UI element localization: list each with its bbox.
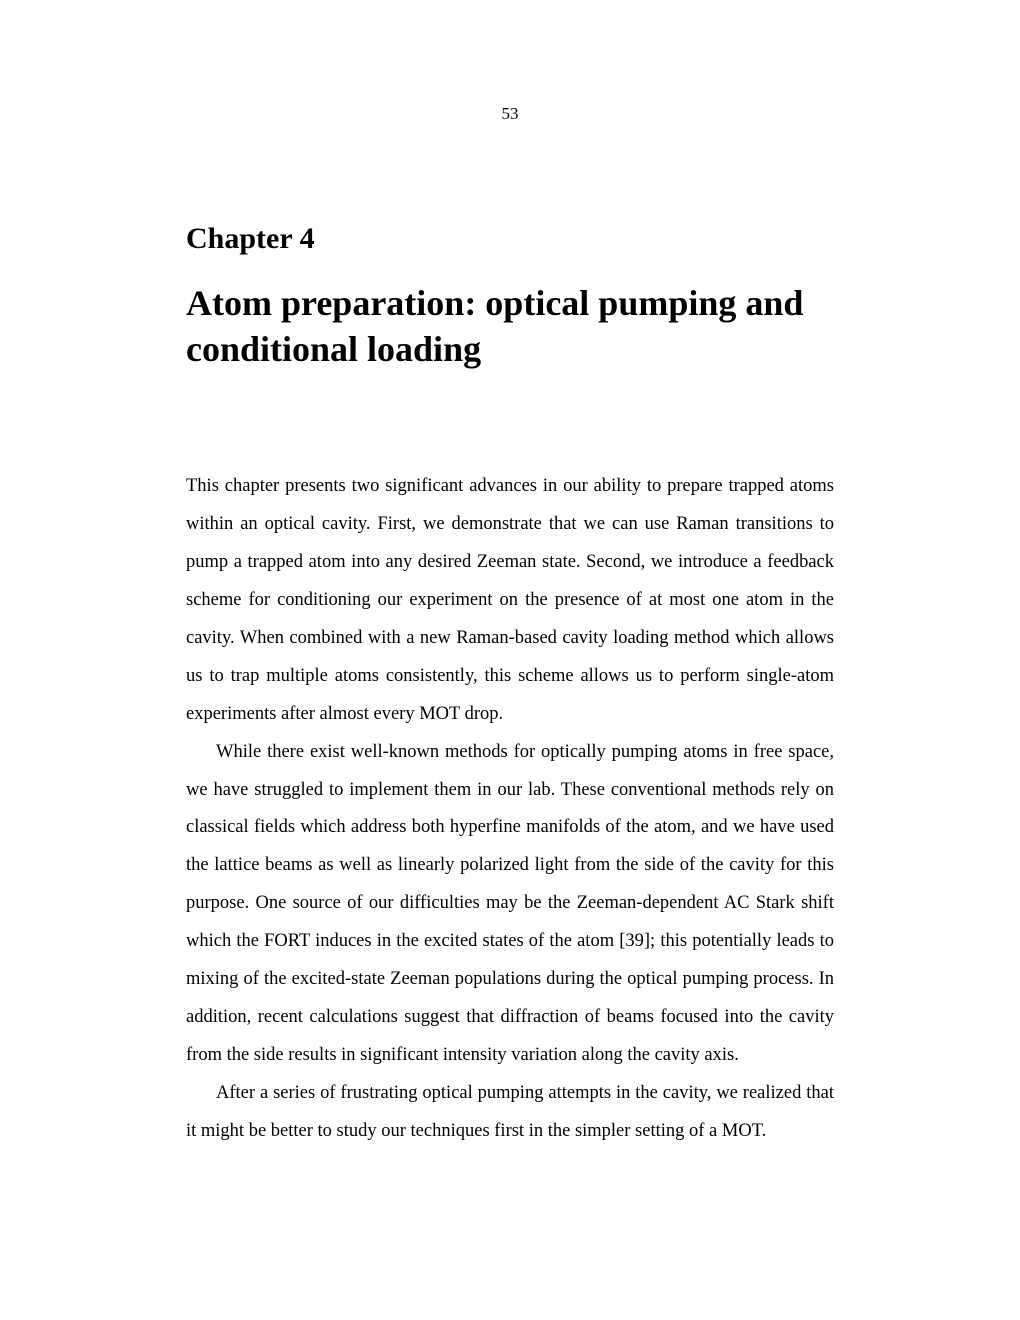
paragraph-2: While there exist well-known methods for… [186, 734, 834, 1075]
page-content: 53 Chapter 4 Atom preparation: optical p… [0, 0, 1020, 1151]
page-number: 53 [186, 104, 834, 124]
paragraph-1: This chapter presents two significant ad… [186, 468, 834, 733]
paragraph-3: After a series of frustrating optical pu… [186, 1075, 834, 1151]
body-text: This chapter presents two significant ad… [186, 468, 834, 1151]
chapter-label: Chapter 4 [186, 222, 834, 256]
chapter-title: Atom preparation: optical pumping and co… [186, 280, 834, 372]
